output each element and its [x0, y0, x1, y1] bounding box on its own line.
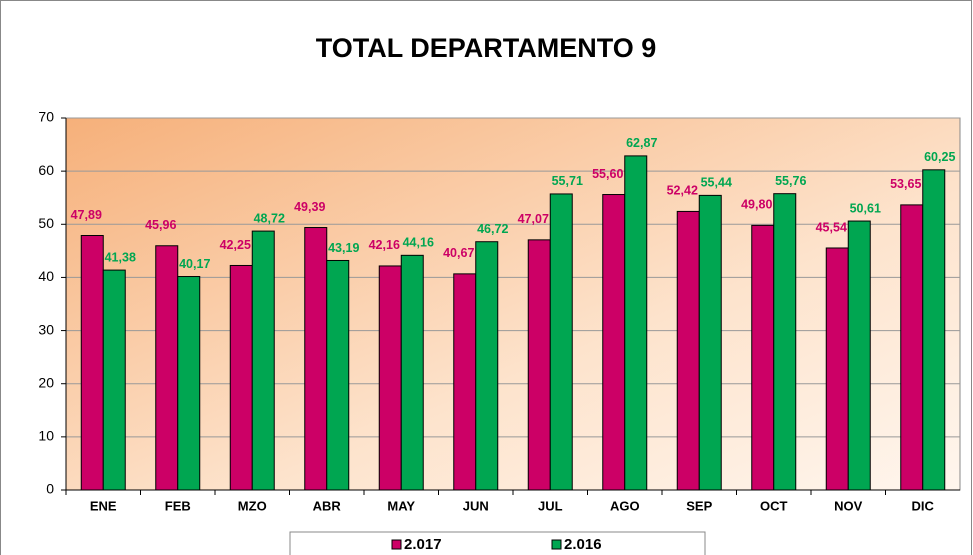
x-tick-label: FEB: [165, 498, 191, 513]
x-tick-label: AGO: [610, 498, 640, 513]
x-tick-label: SEP: [686, 498, 712, 513]
value-label: 47,07: [518, 212, 549, 226]
bar: [400, 254, 424, 491]
value-label: 41,38: [105, 250, 136, 264]
bar: [251, 230, 275, 491]
bar: [475, 241, 499, 491]
y-tick-label: 30: [38, 321, 54, 337]
bar: [453, 273, 477, 491]
value-label: 55,44: [701, 176, 732, 190]
bar: [155, 245, 179, 491]
plot-area: [65, 117, 961, 491]
legend-box: [289, 531, 706, 555]
y-tick-label: 20: [38, 374, 54, 390]
x-tick-label: JUL: [538, 498, 563, 513]
x-tick-label: NOV: [834, 498, 863, 513]
x-tick-label: MAY: [387, 498, 415, 513]
bar: [900, 204, 924, 491]
value-label: 62,87: [626, 136, 657, 150]
bar: [847, 220, 871, 491]
value-label: 44,16: [403, 236, 434, 250]
value-label: 49,80: [741, 198, 772, 212]
x-tick-label: MZO: [238, 498, 267, 513]
bar: [602, 194, 626, 491]
x-tick-label: ABR: [313, 498, 342, 513]
value-label: 49,39: [294, 200, 325, 214]
y-tick-label: 70: [38, 109, 54, 125]
x-tick-label: ENE: [90, 498, 117, 513]
value-label: 53,65: [890, 177, 921, 191]
value-label: 43,19: [328, 241, 359, 255]
value-label: 45,96: [145, 218, 176, 232]
bar: [229, 264, 253, 491]
y-tick-label: 60: [38, 162, 54, 178]
bar: [549, 193, 573, 491]
y-tick-label: 50: [38, 215, 54, 231]
legend-label: 2.017: [404, 536, 442, 553]
y-tick-label: 0: [46, 481, 54, 497]
y-tick-label: 10: [38, 428, 54, 444]
bar: [624, 155, 648, 491]
chart-title: TOTAL DEPARTAMENTO 9: [316, 33, 657, 63]
value-label: 50,61: [850, 201, 881, 215]
value-label: 52,42: [667, 184, 698, 198]
value-label: 42,16: [369, 238, 400, 252]
x-tick-label: DIC: [912, 498, 935, 513]
bar: [773, 193, 797, 491]
value-label: 55,76: [775, 174, 806, 188]
bar: [177, 276, 201, 491]
value-label: 55,60: [592, 167, 623, 181]
value-label: 40,17: [179, 257, 210, 271]
bar: [378, 265, 402, 491]
bar: [326, 259, 350, 491]
bar: [922, 169, 946, 491]
bar: [102, 269, 126, 491]
x-tick-label: JUN: [463, 498, 489, 513]
x-tick-label: OCT: [760, 498, 788, 513]
legend-swatch: [551, 539, 562, 550]
value-label: 60,25: [924, 150, 955, 164]
bar: [825, 247, 849, 491]
bar: [751, 224, 775, 491]
bar: [80, 234, 104, 491]
value-label: 48,72: [254, 211, 285, 225]
y-tick-label: 40: [38, 268, 54, 284]
value-label: 55,71: [552, 174, 583, 188]
bar: [527, 239, 551, 491]
value-label: 45,54: [816, 220, 847, 234]
bar: [304, 227, 328, 491]
value-label: 47,89: [71, 208, 102, 222]
legend-label: 2.016: [564, 536, 602, 553]
legend-swatch: [391, 539, 402, 550]
value-label: 46,72: [477, 222, 508, 236]
value-label: 42,25: [220, 238, 251, 252]
bar: [698, 194, 722, 491]
bar: [676, 210, 700, 491]
value-label: 40,67: [443, 246, 474, 260]
